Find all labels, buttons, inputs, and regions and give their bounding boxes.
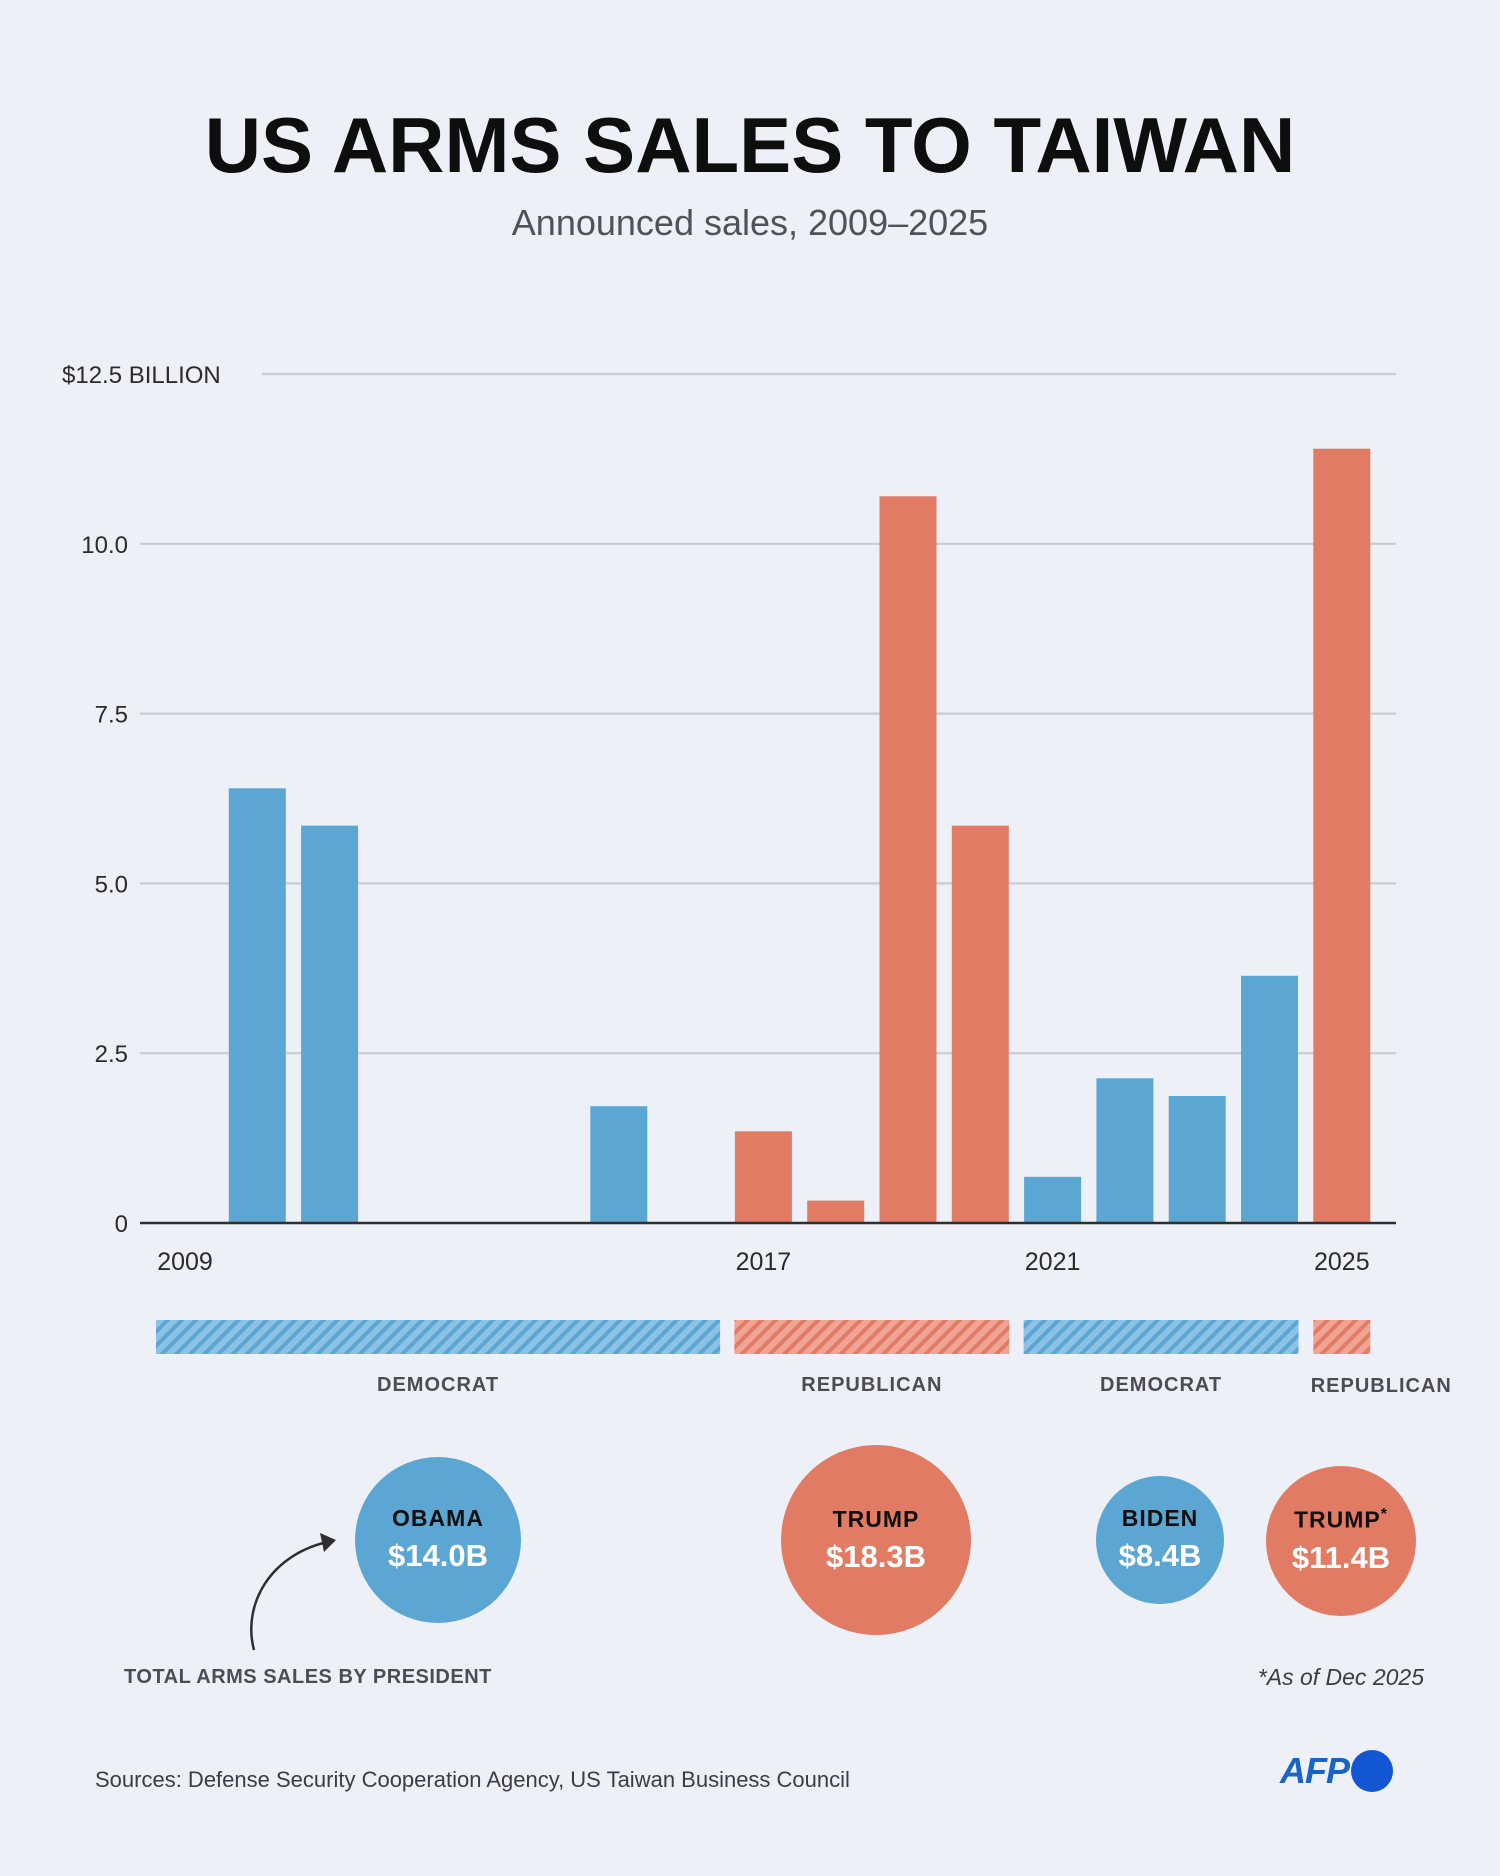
x-tick-label: 2021 [1025, 1248, 1081, 1276]
bar-2018 [807, 1200, 865, 1223]
president-total: $18.3B [826, 1538, 926, 1574]
party-bands: DEMOCRAT REPUBLICAN DEMOCRAT REPUBLICAN [156, 1320, 1452, 1397]
president-bubble-obama: OBAMA $14.0B [354, 1456, 522, 1624]
bar-2020 [951, 825, 1009, 1223]
bars [228, 448, 1371, 1224]
bar-2011 [301, 825, 359, 1223]
party-band-label: DEMOCRAT [1100, 1374, 1222, 1396]
curved-arrow-icon [250, 1533, 336, 1651]
president-name-text: BIDEN [1121, 1505, 1199, 1532]
party-band-bar [734, 1320, 1010, 1354]
president-name: OBAMA [392, 1505, 484, 1532]
president-name: TRUMP [833, 1506, 920, 1533]
y-tick-label: 0 [115, 1211, 128, 1238]
party-band-label: REPUBLICAN [1311, 1375, 1452, 1397]
president-bubble-biden: BIDEN $8.4B [1095, 1475, 1225, 1605]
president-total: $11.4B [1291, 1539, 1391, 1575]
president-name-text: TRUMP [832, 1505, 920, 1532]
bar-2015 [590, 1106, 648, 1223]
bar-chart: 0 2.5 5.0 7.5 10.0 $12.5 BILLION 2009 2017 2021… [62, 362, 1452, 1397]
president-name: BIDEN [1122, 1505, 1199, 1532]
chart-subtitle: Announced sales, 2009–2025 [511, 202, 989, 243]
sources-text: Sources: Defense Security Cooperation Ag… [95, 1767, 850, 1792]
bar-2017 [734, 1131, 792, 1223]
afp-logo-text: AFP [1280, 1750, 1350, 1791]
bar-2019 [879, 496, 937, 1224]
bar-2010 [228, 788, 286, 1223]
x-tick-label: 2025 [1314, 1248, 1370, 1276]
y-tick-label: 5.0 [95, 871, 128, 898]
bar-2023 [1168, 1095, 1226, 1223]
party-band-label: DEMOCRAT [377, 1374, 499, 1396]
bar-2022 [1096, 1078, 1154, 1223]
axes: 2009 2017 2021 2025 [140, 1221, 1396, 1276]
president-name-text: OBAMA [392, 1505, 484, 1532]
footnote: *As of Dec 2025 [1257, 1664, 1424, 1690]
party-band-bar [156, 1320, 721, 1354]
bar-2024 [1241, 975, 1298, 1223]
afp-logo-dot-icon [1351, 1750, 1393, 1792]
president-name: TRUMP* [1294, 1506, 1388, 1534]
president-total: $8.4B [1118, 1538, 1202, 1574]
footnote-marker: * [1380, 1506, 1388, 1524]
total-sales-label: TOTAL ARMS SALES BY PRESIDENT [124, 1666, 492, 1688]
y-tick-label: 2.5 [95, 1041, 128, 1068]
afp-logo: AFP [1280, 1750, 1393, 1792]
bar-2025 [1313, 448, 1371, 1223]
gridlines: 0 2.5 5.0 7.5 10.0 $12.5 BILLION [62, 362, 1396, 1238]
y-tick-label: $12.5 BILLION [62, 362, 221, 389]
president-bubble-trump-2: TRUMP* $11.4B [1266, 1466, 1416, 1616]
party-band-bar [1313, 1320, 1371, 1354]
president-name-text: TRUMP [1293, 1506, 1381, 1533]
bar-2021 [1024, 1176, 1082, 1223]
chart-title: US ARMS SALES TO TAIWAN [204, 101, 1296, 189]
president-bubble-trump-1: TRUMP $18.3B [781, 1445, 971, 1635]
party-band-bar [1023, 1320, 1299, 1354]
x-tick-label: 2017 [736, 1248, 792, 1276]
x-tick-label: 2009 [157, 1248, 213, 1276]
president-total: $14.0B [388, 1538, 488, 1574]
y-tick-label: 10.0 [81, 532, 128, 559]
party-band-label: REPUBLICAN [801, 1374, 942, 1396]
y-tick-label: 7.5 [95, 702, 128, 729]
